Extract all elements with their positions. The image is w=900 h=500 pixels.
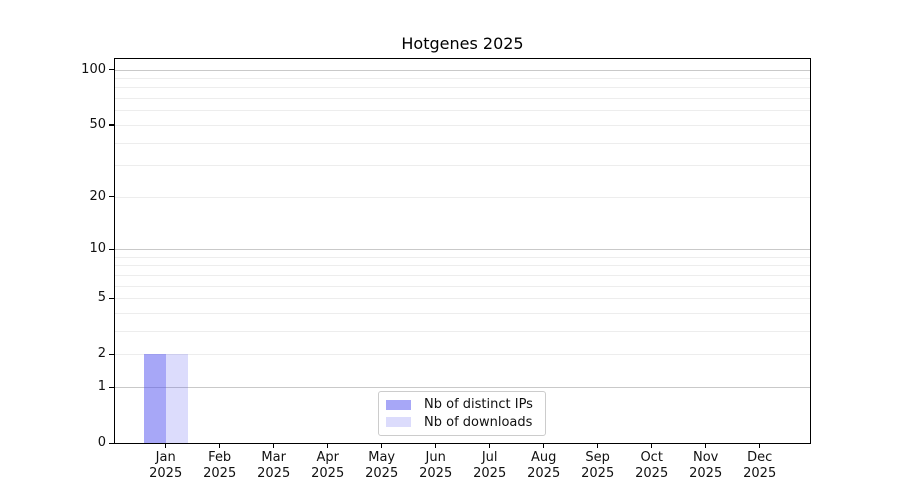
x-tick-year: 2025	[689, 466, 723, 482]
y-tick-label: 50	[89, 117, 106, 132]
y-tick-label: 10	[89, 241, 106, 257]
minor-gridline	[115, 87, 810, 89]
major-gridline	[115, 248, 810, 250]
legend-label-downloads: Nb of downloads	[424, 414, 533, 430]
x-tick-label: Apr 2025	[296, 450, 360, 482]
x-tick-label: Nov 2025	[674, 450, 738, 482]
x-tick-month: Dec	[747, 450, 773, 466]
y-tick-label: 0	[97, 435, 106, 451]
x-tick-label: Feb 2025	[188, 450, 252, 482]
x-tick-month: Jan	[155, 450, 176, 466]
x-tick-year: 2025	[311, 466, 345, 482]
legend-label-distinct-ips: Nb of distinct IPs	[424, 397, 533, 413]
minor-gridline	[115, 354, 810, 356]
x-tick-year: 2025	[743, 466, 777, 482]
x-tick-year: 2025	[635, 466, 669, 482]
x-tick-month: Nov	[693, 450, 719, 466]
major-gridline	[115, 69, 810, 71]
y-tick-label: 100	[81, 61, 106, 77]
minor-gridline	[115, 298, 810, 299]
legend-item-downloads: Nb of downloads	[386, 415, 538, 430]
x-tick-year: 2025	[257, 466, 291, 482]
legend-item-distinct-ips: Nb of distinct IPs	[386, 397, 538, 412]
x-tick-month: Sep	[585, 450, 610, 466]
plot-area	[114, 58, 811, 444]
y-tick-label: 1	[97, 379, 106, 395]
x-tick-month: May	[368, 450, 396, 466]
x-tick-month: Apr	[316, 450, 339, 466]
x-tick-label: Jun 2025	[404, 450, 468, 482]
x-tick-year: 2025	[527, 466, 561, 482]
x-tick-label: Jan 2025	[134, 450, 198, 482]
minor-gridline	[115, 265, 810, 267]
bar-nb-of-downloads-jan	[165, 354, 188, 443]
x-tick-year: 2025	[473, 466, 507, 482]
x-tick-label: Jul 2025	[458, 450, 522, 482]
minor-gridline	[115, 285, 810, 287]
legend-swatch-downloads	[386, 417, 411, 428]
x-tick-month: Jul	[481, 450, 498, 466]
minor-gridline	[115, 256, 810, 258]
x-tick-month: Feb	[208, 450, 232, 466]
y-tick-label: 2	[97, 346, 106, 362]
x-tick-label: May 2025	[350, 450, 414, 482]
x-tick-year: 2025	[203, 466, 237, 482]
x-tick-label: Dec 2025	[728, 450, 792, 482]
x-tick-month: Oct	[640, 450, 663, 466]
minor-gridline	[115, 274, 810, 276]
x-tick-label: Oct 2025	[620, 450, 684, 482]
major-gridline	[115, 386, 810, 388]
x-tick-month: Mar	[261, 450, 286, 466]
minor-gridline	[115, 142, 810, 144]
x-tick-label: Aug 2025	[512, 450, 576, 482]
x-tick-label: Mar 2025	[242, 450, 306, 482]
legend-swatch-distinct-ips	[386, 399, 411, 410]
x-tick-year: 2025	[419, 466, 453, 482]
chart-title: Hotgenes 2025	[401, 34, 524, 53]
x-tick-label: Sep 2025	[566, 450, 630, 482]
minor-gridline	[115, 196, 810, 198]
legend: Nb of distinct IPs Nb of downloads	[378, 391, 546, 436]
minor-gridline	[115, 165, 810, 167]
bar-layer	[115, 59, 810, 443]
x-tick-month: Aug	[530, 450, 557, 466]
bar-nb-of-distinct-ips-jan	[143, 354, 166, 443]
y-tick-label: 20	[89, 188, 106, 204]
minor-gridline	[115, 110, 810, 112]
grid-layer	[115, 59, 810, 443]
x-tick-year: 2025	[149, 466, 183, 482]
x-tick-year: 2025	[581, 466, 615, 482]
minor-gridline	[115, 98, 810, 99]
minor-gridline	[115, 312, 810, 314]
y-tick-label: 5	[97, 290, 106, 306]
x-tick-month: Jun	[425, 450, 446, 466]
x-tick-year: 2025	[365, 466, 399, 482]
minor-gridline	[115, 77, 810, 79]
minor-gridline	[115, 124, 810, 126]
minor-gridline	[115, 330, 810, 332]
